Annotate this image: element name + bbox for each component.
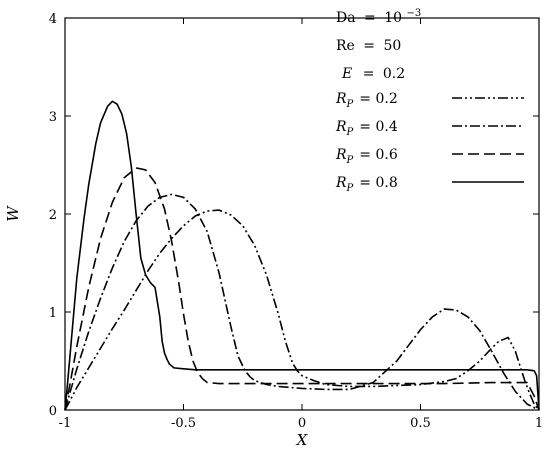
- legend-label-4: RP = 0.8: [335, 175, 398, 194]
- parameter-box: Da = 10 −3 Re = 50 E = 0.2: [336, 8, 421, 82]
- param-e: E = 0.2: [341, 66, 405, 82]
- x-tick-label: 1: [535, 416, 543, 431]
- param-da-name: Da: [336, 10, 356, 26]
- legend: RP = 0.2 RP = 0.4 RP = 0.6 RP = 0.8: [335, 91, 524, 194]
- legend-label-2: RP = 0.4: [335, 119, 398, 138]
- param-re-name: Re: [336, 38, 355, 54]
- param-da-exponent: −3: [407, 8, 422, 19]
- param-re-value: 50: [383, 38, 401, 54]
- param-da-eq: =: [364, 10, 376, 26]
- x-axis-title: X: [296, 431, 309, 449]
- param-e-eq: =: [363, 66, 375, 82]
- series-layer: [64, 100, 540, 411]
- param-e-name: E: [341, 66, 352, 82]
- x-tick-label: -1: [59, 416, 72, 431]
- param-e-value: 0.2: [383, 66, 405, 82]
- param-da-value: 10: [384, 10, 402, 26]
- param-re-eq: =: [363, 38, 375, 54]
- series-line-4: [64, 100, 540, 411]
- param-re: Re = 50: [336, 38, 401, 54]
- legend-label-3: RP = 0.6: [335, 147, 398, 166]
- series-line-1: [64, 209, 540, 411]
- series-line-3: [64, 167, 540, 411]
- y-tick-label: 1: [49, 306, 57, 321]
- y-tick-label: 0: [49, 404, 57, 419]
- y-tick-label: 3: [49, 110, 57, 125]
- y-axis-title: W: [4, 205, 22, 222]
- legend-label-1: RP = 0.2: [335, 91, 398, 110]
- x-tick-label: 0.5: [410, 416, 431, 431]
- y-tick-label: 4: [49, 12, 57, 27]
- series-line-2: [64, 193, 540, 411]
- y-tick-label: 2: [49, 208, 57, 223]
- x-tick-label: 0: [298, 416, 306, 431]
- x-tick-label: -0.5: [171, 416, 196, 431]
- param-da: Da = 10 −3: [336, 8, 421, 26]
